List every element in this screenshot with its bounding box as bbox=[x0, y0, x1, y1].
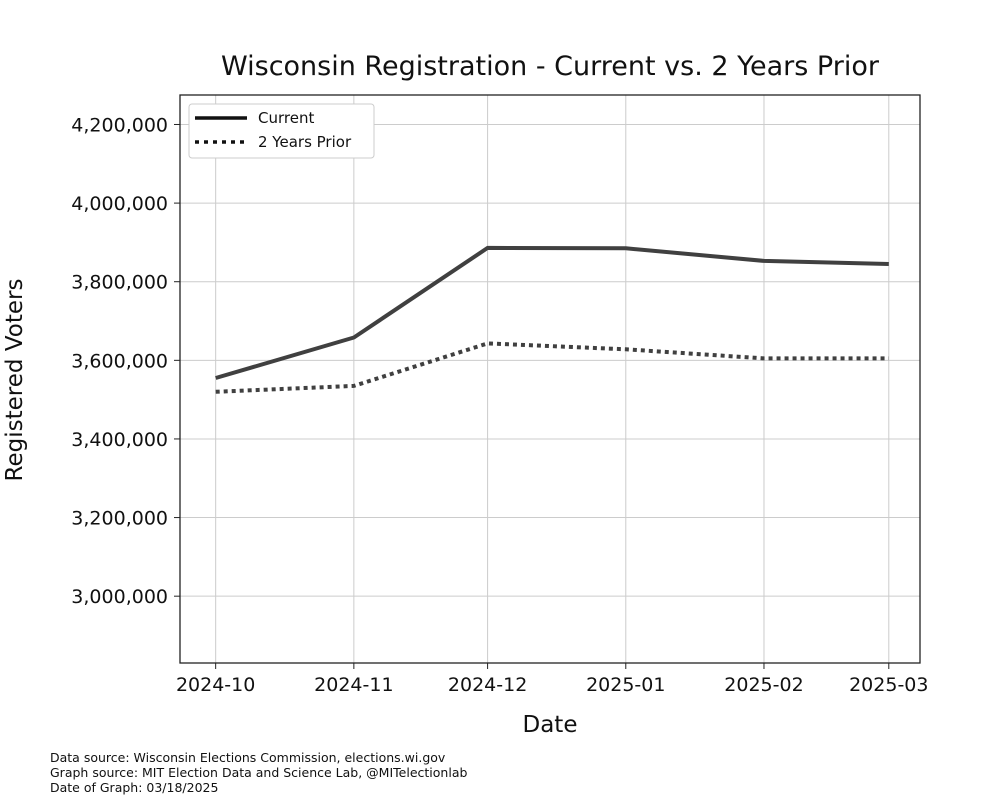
gridlines bbox=[180, 95, 920, 663]
plot-frame bbox=[179, 94, 921, 664]
y-tick-label: 3,600,000 bbox=[71, 350, 168, 372]
x-tick-label: 2025-02 bbox=[724, 674, 803, 696]
x-tick-label: 2025-01 bbox=[586, 674, 665, 696]
y-tick-label: 4,000,000 bbox=[71, 193, 168, 215]
legend-label-current: Current bbox=[258, 109, 314, 127]
footer-notes: Data source: Wisconsin Elections Commiss… bbox=[50, 750, 467, 795]
footer-graph-source: Graph source: MIT Election Data and Scie… bbox=[50, 765, 468, 780]
series-line-two-years-prior bbox=[215, 341, 889, 394]
y-axis-ticks: 3,000,000 3,200,000 3,400,000 3,600,000 3,80… bbox=[71, 114, 180, 608]
footer-data-source: Data source: Wisconsin Elections Commiss… bbox=[50, 750, 446, 765]
legend-label-prior: 2 Years Prior bbox=[258, 133, 352, 151]
y-axis-label: Registered Voters bbox=[2, 279, 28, 482]
y-tick-label: 4,200,000 bbox=[71, 114, 168, 136]
y-tick-label: 3,000,000 bbox=[71, 586, 168, 608]
x-tick-label: 2024-12 bbox=[448, 674, 527, 696]
x-tick-label: 2024-11 bbox=[314, 674, 393, 696]
legend: Current 2 Years Prior bbox=[188, 103, 375, 159]
x-tick-label: 2025-03 bbox=[849, 674, 928, 696]
x-axis-label: Date bbox=[523, 712, 578, 738]
x-tick-label: 2024-10 bbox=[176, 674, 255, 696]
series-line-current bbox=[215, 245, 889, 380]
x-axis-ticks: 2024-10 2024-11 2024-12 2025-01 2025-02 2025-… bbox=[176, 663, 928, 696]
y-tick-label: 3,400,000 bbox=[71, 429, 168, 451]
series-lines bbox=[215, 245, 889, 394]
chart-title: Wisconsin Registration - Current vs. 2 Y… bbox=[221, 51, 880, 82]
footer-date-of-graph: Date of Graph: 03/18/2025 bbox=[50, 780, 219, 795]
y-tick-label: 3,200,000 bbox=[71, 508, 168, 530]
y-tick-label: 3,800,000 bbox=[71, 272, 168, 294]
